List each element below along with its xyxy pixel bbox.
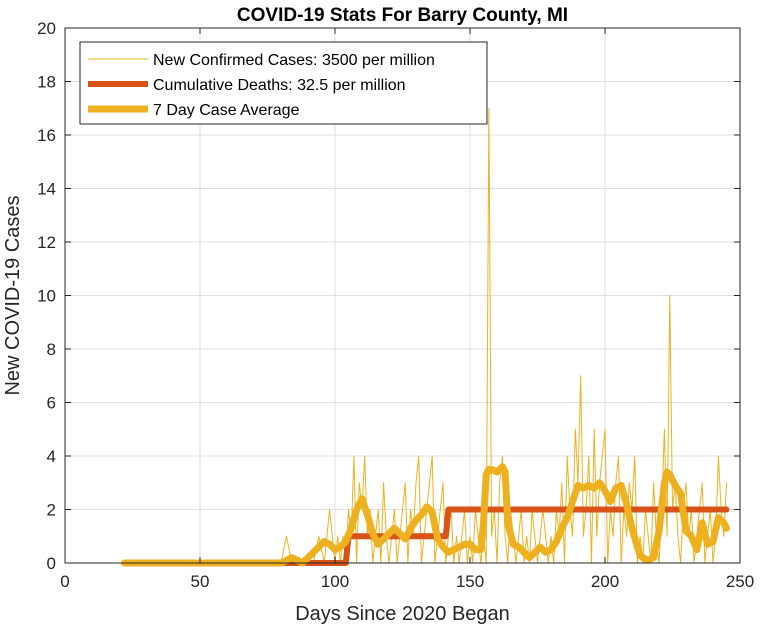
x-tick-label: 50: [191, 572, 210, 591]
y-tick-label: 6: [47, 394, 56, 413]
y-tick-label: 12: [37, 233, 56, 252]
y-tick-label: 10: [37, 287, 56, 306]
y-tick-label: 18: [37, 73, 56, 92]
chart-title: COVID-19 Stats For Barry County, MI: [237, 5, 568, 26]
y-tick-label: 4: [47, 447, 56, 466]
y-axis-label: New COVID-19 Cases: [2, 195, 24, 395]
x-tick-label: 250: [726, 572, 754, 591]
legend-entry-label: New Confirmed Cases: 3500 per million: [153, 52, 435, 69]
legend-entry-label: Cumulative Deaths: 32.5 per million: [153, 77, 406, 94]
x-tick-label: 100: [321, 572, 349, 591]
legend-entry-label: 7 Day Case Average: [153, 102, 300, 119]
y-tick-label: 2: [47, 501, 56, 520]
x-tick-label: 0: [60, 572, 69, 591]
legend: New Confirmed Cases: 3500 per million Cum…: [79, 41, 488, 125]
y-tick-label: 14: [37, 180, 56, 199]
x-tick-label: 200: [591, 572, 619, 591]
x-tick-label: 150: [456, 572, 484, 591]
series-line-3: [120, 463, 730, 567]
y-tick-label: 16: [37, 126, 56, 145]
ticks: 0 50 100 150 200 250 0 2 4 6 8 10 12 14 16 18 20: [37, 19, 754, 591]
y-tick-label: 0: [47, 554, 56, 573]
x-axis-label: Days Since 2020 Began: [295, 603, 510, 625]
y-tick-label: 20: [37, 19, 56, 38]
y-tick-label: 8: [47, 340, 56, 359]
